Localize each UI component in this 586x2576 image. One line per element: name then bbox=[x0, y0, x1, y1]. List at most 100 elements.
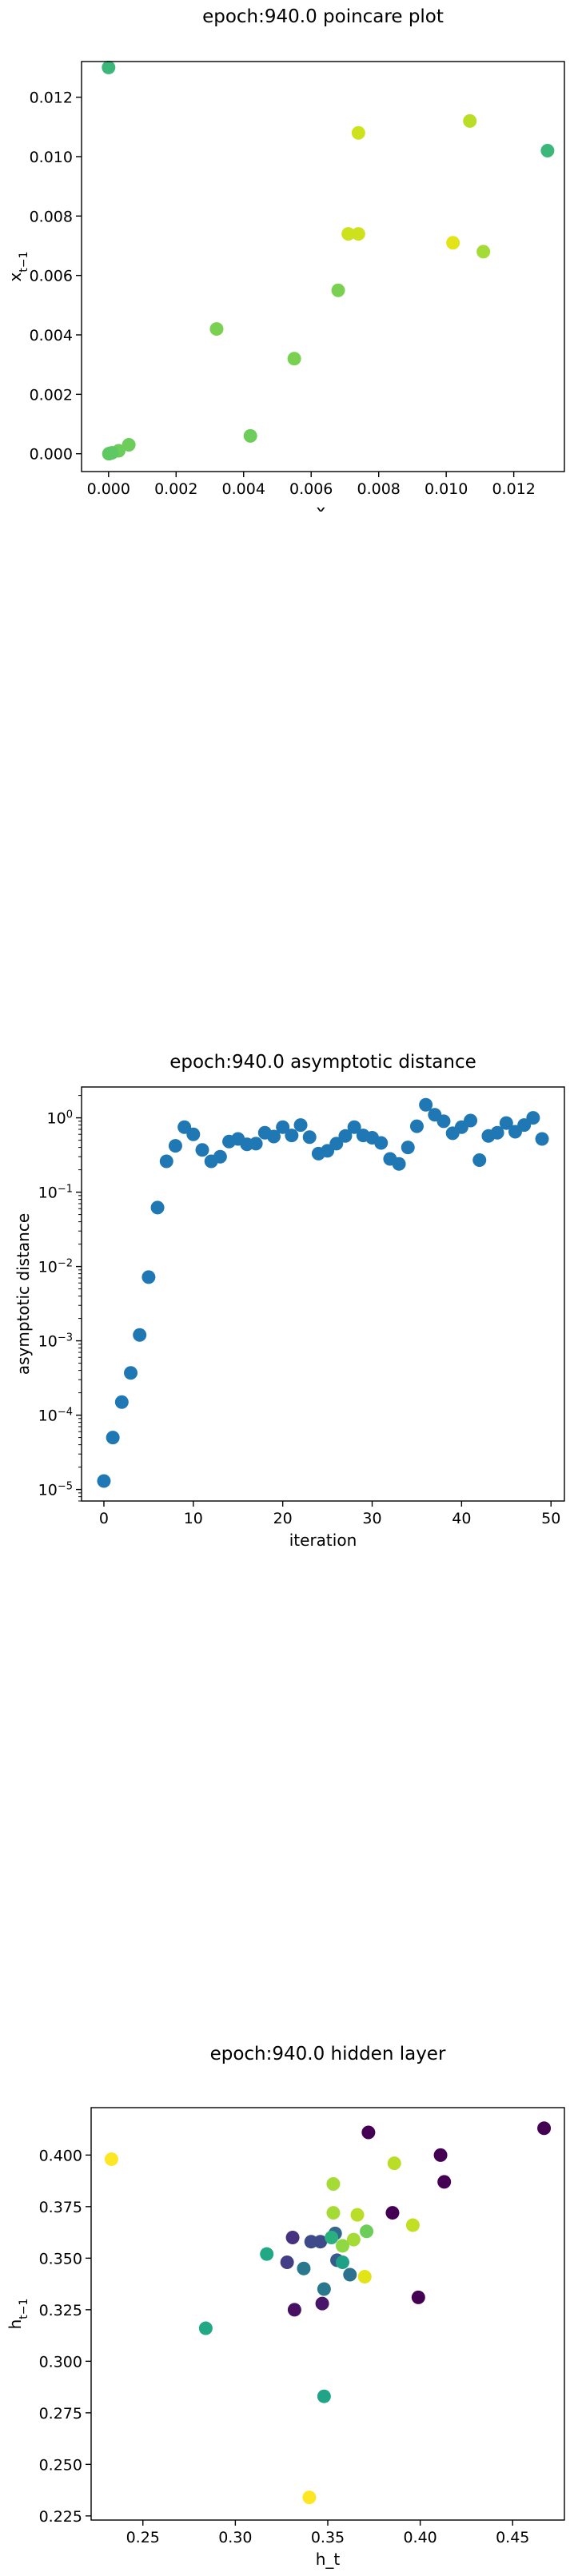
x-tick-label: 20 bbox=[273, 1510, 293, 1527]
y-tick-label: 0.002 bbox=[30, 386, 73, 404]
data-point bbox=[122, 438, 136, 452]
x-tick-label: 0.010 bbox=[425, 480, 468, 498]
data-point bbox=[463, 113, 477, 128]
y-tick-label: 0.350 bbox=[39, 2250, 82, 2267]
data-point bbox=[361, 2125, 376, 2140]
x-tick-label: 10 bbox=[184, 1510, 203, 1527]
data-point bbox=[464, 1113, 478, 1128]
data-point bbox=[387, 2156, 401, 2171]
data-point bbox=[374, 1136, 389, 1150]
data-point bbox=[350, 2208, 365, 2222]
x-tick-label: 0.40 bbox=[403, 2529, 437, 2546]
y-tick-label: 10−3 bbox=[38, 1332, 73, 1351]
data-point bbox=[266, 1129, 281, 1144]
data-point bbox=[213, 1149, 227, 1164]
data-point bbox=[287, 2303, 301, 2317]
data-point bbox=[280, 2255, 294, 2269]
data-point bbox=[351, 227, 365, 241]
data-point bbox=[168, 1139, 182, 1153]
y-tick-label: 0.400 bbox=[39, 2147, 82, 2164]
chart-title: epoch:940.0 hidden layer bbox=[210, 2044, 446, 2064]
y-tick-label: 0.000 bbox=[30, 446, 73, 464]
data-point bbox=[343, 2267, 357, 2282]
y-tick-label: 10−2 bbox=[38, 1257, 73, 1276]
data-point bbox=[317, 2282, 331, 2296]
data-point bbox=[433, 2148, 448, 2162]
y-tick-label: 100 bbox=[47, 1109, 73, 1128]
y-axis-label: asymptotic distance bbox=[14, 1213, 33, 1375]
data-point bbox=[360, 2224, 374, 2239]
plot-frame bbox=[81, 1086, 565, 1502]
plot-frame bbox=[90, 2107, 565, 2521]
data-point bbox=[446, 236, 460, 250]
data-point bbox=[490, 1125, 504, 1140]
data-point bbox=[198, 2321, 213, 2335]
data-point bbox=[243, 428, 257, 443]
x-tick-label: 40 bbox=[452, 1510, 471, 1527]
data-point bbox=[336, 2239, 349, 2253]
asymptotic-distance-chart: epoch:940.0 asymptotic distance 0 10 20 30 40… bbox=[14, 1052, 565, 1550]
data-point bbox=[499, 1116, 513, 1130]
data-point bbox=[276, 1120, 290, 1134]
data-point bbox=[285, 2231, 300, 2245]
y-tick-label: 0.275 bbox=[39, 2405, 82, 2423]
data-point bbox=[317, 2389, 331, 2403]
data-point bbox=[385, 2206, 400, 2220]
x-tick-label: 0.004 bbox=[222, 480, 265, 498]
y-tick-label: 0.250 bbox=[39, 2456, 82, 2474]
x-tick-label: 0.30 bbox=[218, 2529, 252, 2546]
data-point bbox=[346, 2232, 361, 2247]
data-point bbox=[133, 1328, 147, 1342]
data-point bbox=[437, 1114, 451, 1129]
data-point bbox=[302, 1130, 317, 1145]
y-tick-label: 0.006 bbox=[30, 268, 73, 285]
data-point bbox=[540, 144, 555, 158]
y-tick-label: 0.010 bbox=[30, 149, 73, 166]
x-axis-label: iteration bbox=[289, 1531, 357, 1550]
y-axis-label: xt−1 bbox=[6, 252, 30, 282]
data-point bbox=[249, 1137, 263, 1151]
data-point bbox=[336, 2255, 349, 2269]
data-point bbox=[293, 1118, 308, 1133]
y-tick-label: 0.004 bbox=[30, 327, 73, 344]
x-axis-label: h_t bbox=[316, 2550, 341, 2569]
data-point bbox=[159, 1154, 173, 1169]
plot-frame bbox=[81, 61, 565, 472]
y-axis-label: ht−1 bbox=[6, 2299, 30, 2330]
data-point bbox=[326, 2206, 341, 2220]
data-point bbox=[209, 322, 224, 336]
x-tick-label: 0.35 bbox=[311, 2529, 345, 2546]
data-point bbox=[186, 1127, 201, 1141]
data-point bbox=[357, 2270, 372, 2284]
x-tick-label: 0.45 bbox=[496, 2529, 529, 2546]
data-point bbox=[472, 1153, 487, 1167]
chart-title: epoch:940.0 poincare plot bbox=[202, 6, 444, 27]
data-point bbox=[102, 60, 116, 74]
data-point bbox=[535, 1132, 549, 1146]
data-point bbox=[392, 1157, 406, 1171]
hidden-layer-chart: epoch:940.0 hidden layer 0.25 0.30 0.35 0.40… bbox=[6, 2044, 565, 2569]
x-tick-label: 0 bbox=[99, 1510, 109, 1527]
y-tick-label: 0.325 bbox=[39, 2302, 82, 2319]
x-tick-label: 0.012 bbox=[492, 480, 535, 498]
y-tick-label: 0.012 bbox=[30, 90, 73, 107]
x-axis-label: xt bbox=[316, 501, 330, 512]
data-point bbox=[347, 1120, 361, 1134]
data-point bbox=[106, 1431, 120, 1445]
x-tick-label: 50 bbox=[541, 1510, 560, 1527]
data-point bbox=[537, 2121, 552, 2136]
y-tick-label: 0.008 bbox=[30, 208, 73, 225]
data-point bbox=[405, 2218, 420, 2232]
data-point bbox=[351, 125, 365, 140]
data-point bbox=[124, 1366, 138, 1380]
data-point bbox=[401, 1141, 415, 1155]
y-tick-label: 0.300 bbox=[39, 2353, 82, 2371]
x-tick-label: 0.25 bbox=[126, 2529, 160, 2546]
data-point bbox=[142, 1270, 156, 1284]
data-point bbox=[341, 227, 356, 241]
data-point bbox=[114, 1395, 129, 1409]
data-point bbox=[97, 1474, 111, 1488]
data-point bbox=[285, 1129, 299, 1143]
data-point bbox=[150, 1200, 165, 1215]
data-point bbox=[326, 2176, 341, 2191]
